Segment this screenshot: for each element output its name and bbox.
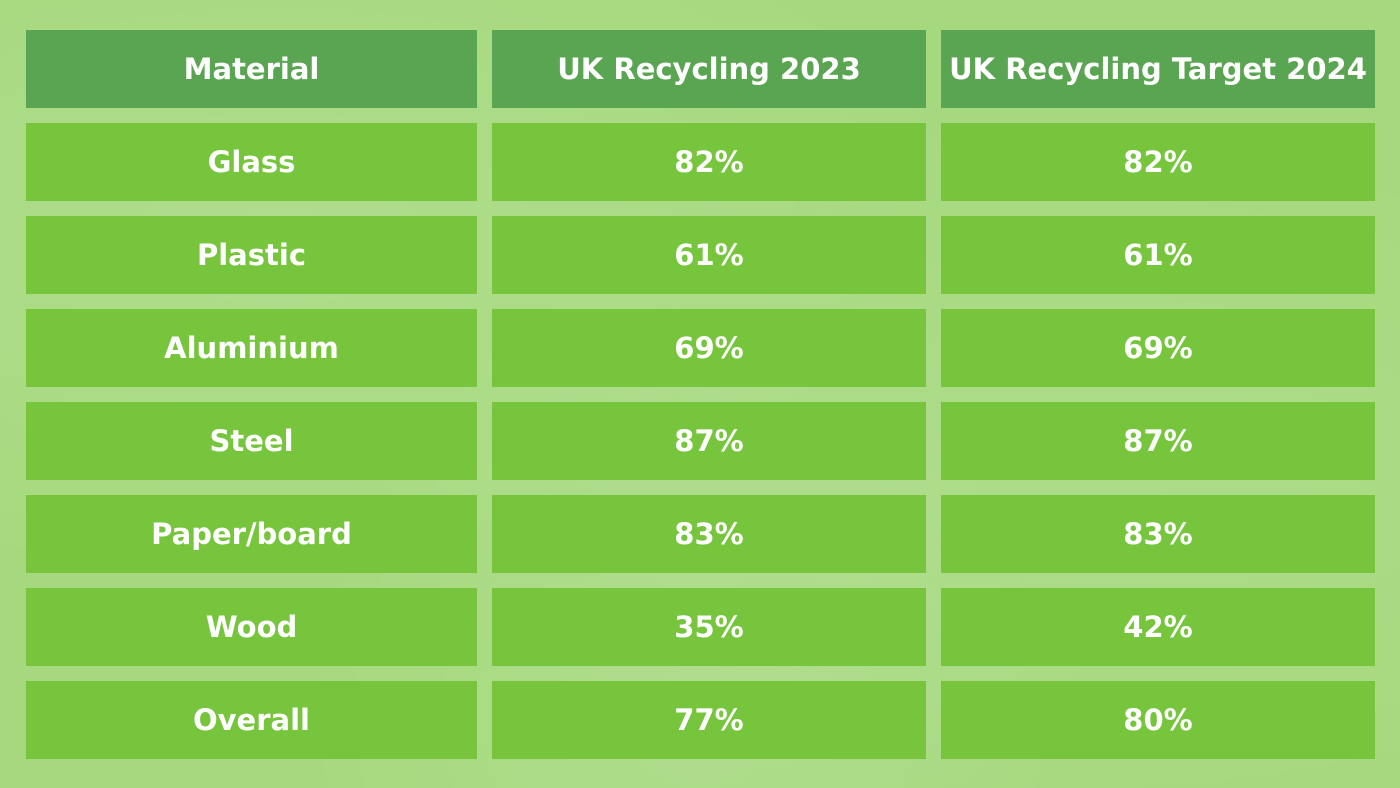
row-plastic-target-2024: 61% [941, 216, 1375, 294]
header-material: Material [26, 30, 477, 108]
row-steel-target-2024: 87% [941, 402, 1375, 480]
header-uk-recycling-2023: UK Recycling 2023 [492, 30, 926, 108]
row-wood-target-2024: 42% [941, 588, 1375, 666]
row-wood-2023: 35% [492, 588, 926, 666]
row-paper-board-material: Paper/board [26, 495, 477, 573]
row-glass-material: Glass [26, 123, 477, 201]
row-overall-material: Overall [26, 681, 477, 759]
header-uk-recycling-target-2024: UK Recycling Target 2024 [941, 30, 1375, 108]
row-steel-2023: 87% [492, 402, 926, 480]
row-overall-2023: 77% [492, 681, 926, 759]
row-wood-material: Wood [26, 588, 477, 666]
row-paper-board-2023: 83% [492, 495, 926, 573]
row-aluminium-2023: 69% [492, 309, 926, 387]
row-steel-material: Steel [26, 402, 477, 480]
row-plastic-material: Plastic [26, 216, 477, 294]
row-aluminium-target-2024: 69% [941, 309, 1375, 387]
row-glass-target-2024: 82% [941, 123, 1375, 201]
row-plastic-2023: 61% [492, 216, 926, 294]
row-overall-target-2024: 80% [941, 681, 1375, 759]
row-paper-board-target-2024: 83% [941, 495, 1375, 573]
row-aluminium-material: Aluminium [26, 309, 477, 387]
recycling-table: Material UK Recycling 2023 UK Recycling … [26, 30, 1375, 759]
row-glass-2023: 82% [492, 123, 926, 201]
